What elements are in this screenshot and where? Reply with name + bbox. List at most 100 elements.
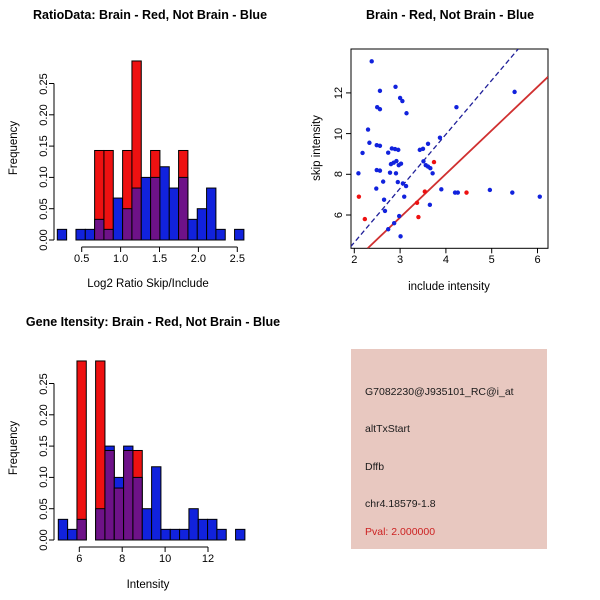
blue-point — [396, 147, 401, 153]
x-tick-label: 2.5 — [229, 253, 245, 265]
gene-hist-title: Gene Itensity: Brain - Red, Not Brain - … — [25, 315, 281, 329]
blue-point — [510, 190, 515, 195]
gene-hist-xlabel: Intensity — [126, 579, 170, 591]
blue-point — [421, 159, 426, 164]
hist-bar-overlap — [178, 176, 189, 241]
blue-point — [377, 168, 383, 173]
locus-text: chr4.18579-1.8 — [365, 498, 436, 510]
scatter-title: Brain - Red, Not Brain - Blue — [365, 8, 535, 22]
hist-bar — [234, 228, 245, 241]
scatter-plot-box — [350, 48, 549, 249]
hist-bar — [151, 466, 162, 541]
blue-point — [381, 197, 387, 202]
scatter-xlabel: include intensity — [408, 281, 490, 293]
red-point — [362, 216, 368, 222]
hist-bar-overlap — [76, 518, 87, 541]
hist-bar-overlap — [150, 176, 161, 241]
blue-point — [404, 111, 409, 116]
hist-bar — [159, 166, 170, 241]
x-tick-label: 6 — [76, 553, 83, 565]
x-tick-label: 5 — [488, 254, 495, 267]
hist-bar — [207, 518, 218, 541]
y-tick-label: 0.00 — [38, 529, 50, 551]
hist-bar-overlap — [113, 487, 125, 541]
y-tick-label: 0.10 — [38, 166, 50, 189]
red-point — [356, 194, 362, 199]
ratio-hist-ylabel: Frequency — [8, 120, 20, 176]
blue-point — [397, 95, 403, 101]
red-point — [431, 159, 437, 165]
blue-point — [398, 161, 404, 166]
blue-point — [369, 59, 374, 64]
y-tick-label: 12 — [333, 86, 345, 100]
y-tick-label: 0.25 — [38, 372, 50, 395]
hist-bar-overlap — [94, 218, 105, 241]
hist-bar-overlap — [95, 508, 106, 541]
y-tick-label: 0.05 — [38, 497, 50, 520]
hist-bar — [57, 518, 69, 541]
hist-bar — [206, 187, 217, 241]
hist-bar — [75, 228, 86, 241]
x-tick-label: 1.0 — [112, 253, 129, 265]
blue-point — [430, 171, 435, 176]
blue-point — [537, 194, 542, 199]
y-tick-label: 0.05 — [38, 197, 50, 220]
red-point — [414, 200, 420, 205]
y-tick-label: 0.20 — [38, 104, 50, 126]
gene-hist-ylabel: Frequency — [8, 420, 20, 476]
y-tick-label: 8 — [333, 171, 345, 178]
probe-id-text: G7082230@J935101_RC@i_at — [365, 386, 514, 398]
x-tick-label: 6 — [534, 254, 541, 267]
blue-point — [425, 141, 431, 146]
blue-point — [454, 104, 459, 110]
hist-bar — [188, 508, 199, 541]
blue-point — [385, 150, 391, 155]
blue-point — [512, 89, 517, 95]
blue-point — [396, 213, 402, 219]
hist-bar-overlap — [103, 228, 114, 241]
x-tick-label: 10 — [158, 553, 172, 565]
event-type-text: altTxStart — [365, 423, 410, 435]
blue-point — [487, 187, 493, 193]
blue-point — [437, 135, 443, 140]
y-tick-label: 0.15 — [38, 135, 50, 157]
blue-point — [393, 171, 399, 176]
hist-bar — [169, 528, 181, 541]
x-tick-label: 2 — [351, 254, 358, 267]
red-fit-line — [366, 76, 548, 249]
y-tick-label: 0.25 — [38, 72, 50, 95]
gene-name-text: Dffb — [365, 461, 385, 473]
hist-bar — [216, 528, 227, 541]
blue-point — [402, 194, 407, 199]
hist-bar — [112, 197, 124, 241]
blue-point — [380, 179, 386, 184]
x-tick-label: 4 — [442, 254, 449, 267]
x-tick-label: 0.5 — [74, 253, 90, 265]
y-tick-label: 0.00 — [38, 229, 50, 251]
blue-point — [377, 88, 383, 94]
hist-bar — [179, 528, 190, 541]
blue-point — [374, 186, 379, 191]
blue-point — [395, 179, 401, 185]
blue-point — [420, 146, 426, 152]
blue-point — [427, 202, 433, 208]
blue-point — [377, 143, 383, 149]
blue-point — [403, 183, 409, 189]
hist-bar — [187, 218, 198, 241]
hist-bar-overlap — [123, 449, 134, 541]
ratio-hist-title: RatioData: Brain - Red, Not Brain - Blue — [32, 8, 268, 22]
hist-bar-overlap — [132, 476, 143, 541]
blue-point — [387, 170, 393, 175]
blue-fit-line — [351, 49, 519, 248]
hist-bar-overlap — [122, 208, 133, 241]
blue-point — [455, 190, 461, 195]
hist-bar — [235, 528, 246, 541]
blue-point — [382, 208, 388, 214]
y-tick-label: 0.10 — [38, 466, 50, 489]
pval-text: Pval: 2.000000 — [365, 526, 436, 538]
red-point — [422, 189, 428, 194]
blue-point — [400, 98, 405, 104]
blue-point — [428, 165, 433, 171]
